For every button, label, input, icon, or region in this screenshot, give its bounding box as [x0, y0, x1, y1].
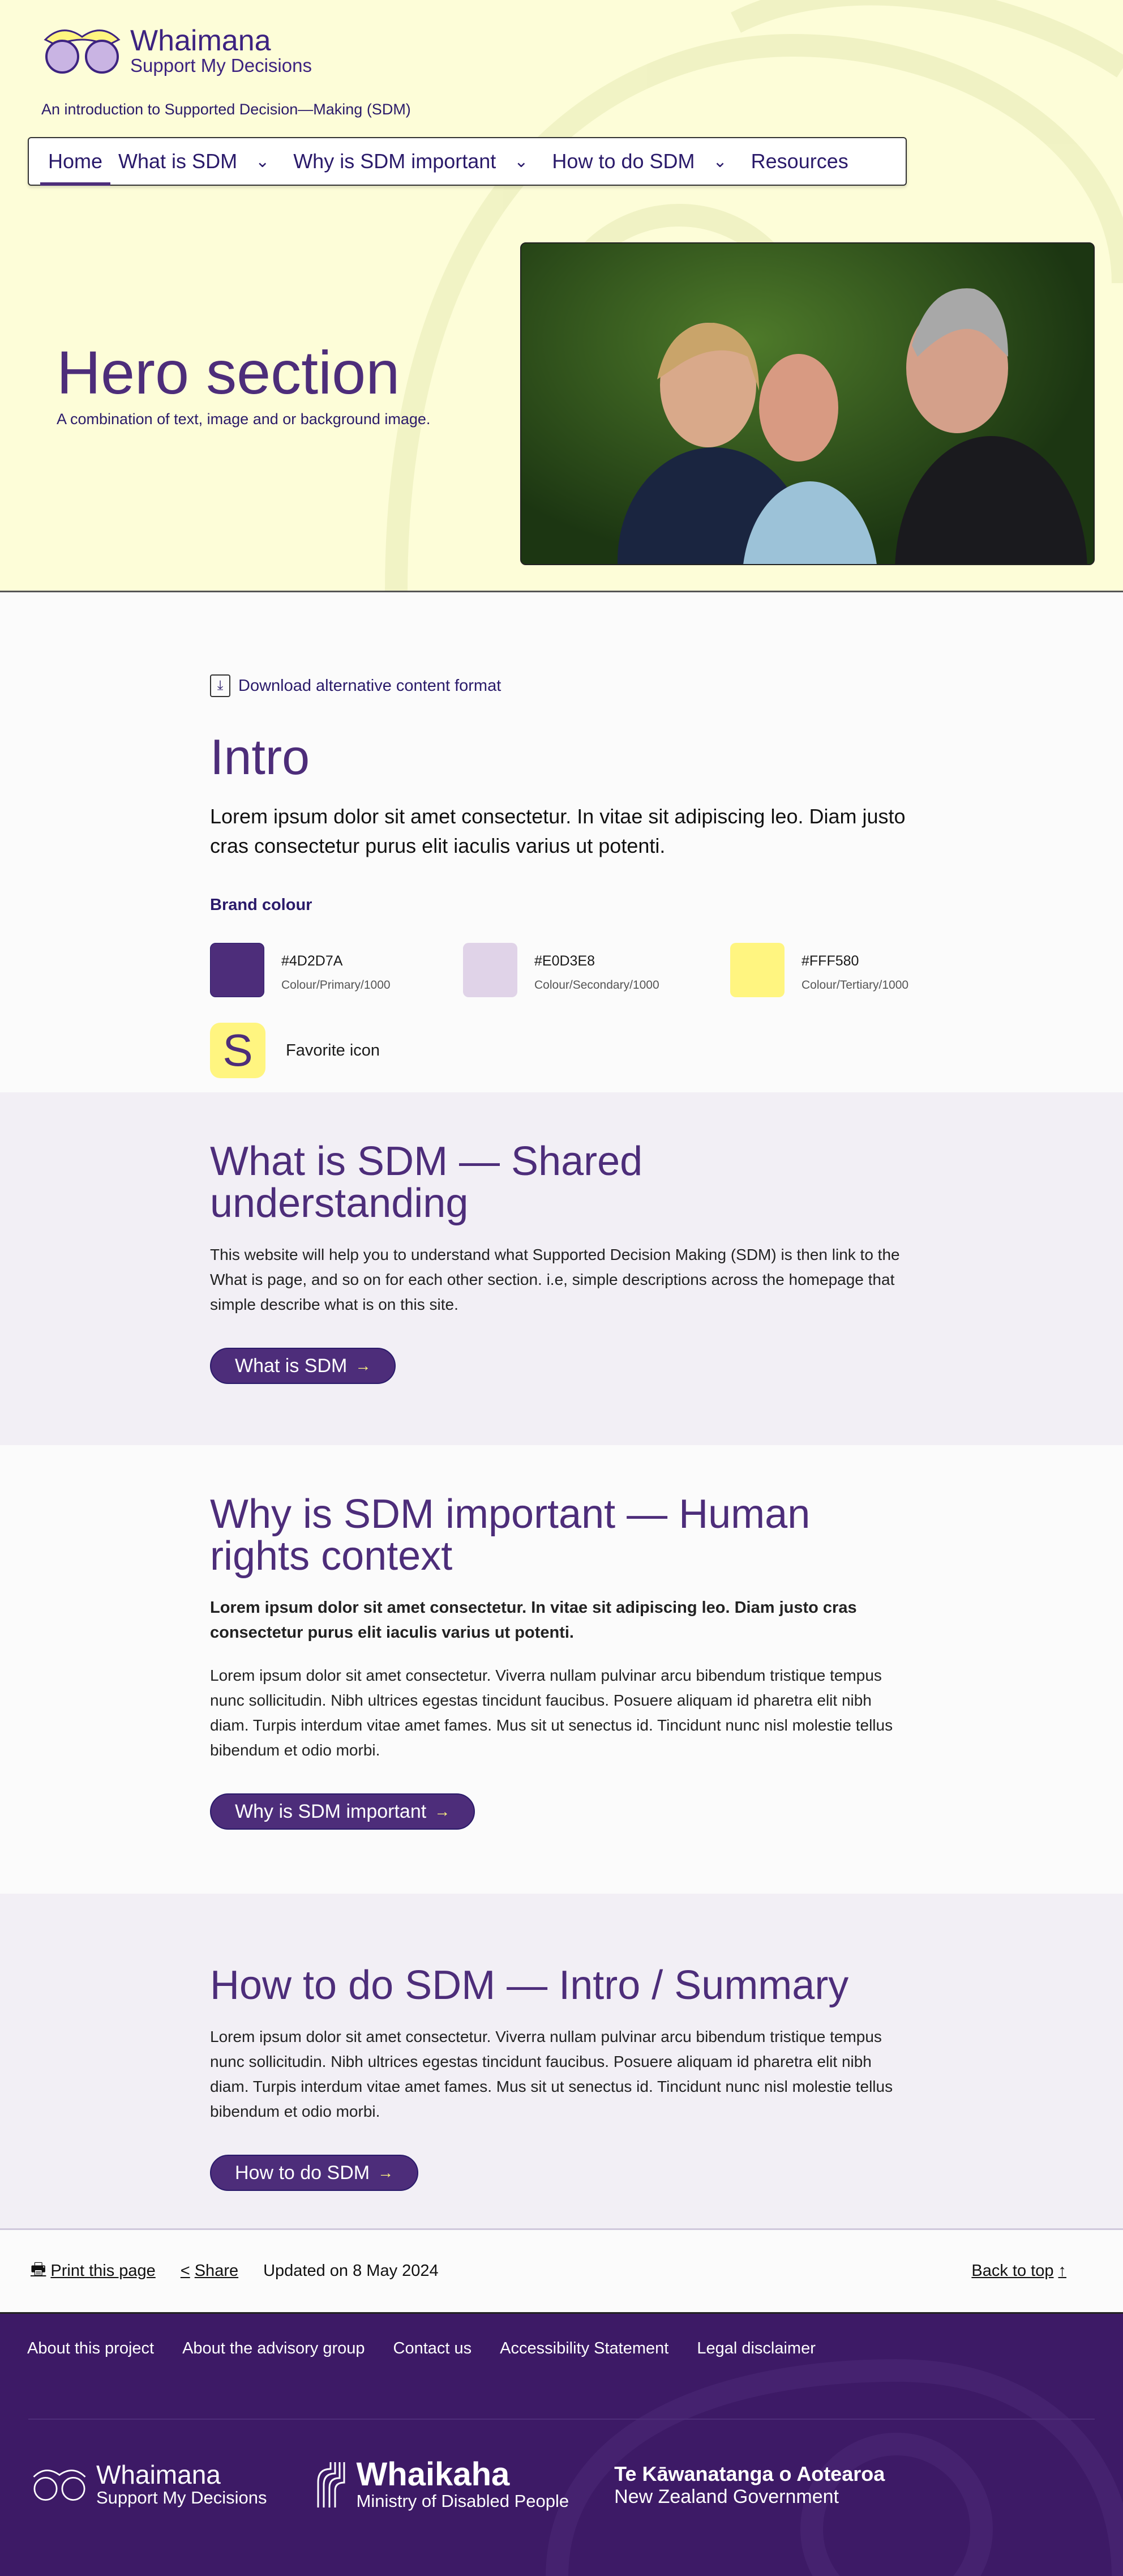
swatch-token: Colour/Secondary/1000	[534, 979, 659, 992]
gov-title: Te Kāwanatanga o Aotearoa	[614, 2462, 885, 2485]
arrow-right-icon: →	[434, 1802, 451, 1820]
footer-logos: Whaimana Support My Decisions Whaikaha Min…	[28, 2458, 885, 2511]
swatch-primary-box	[210, 943, 264, 997]
favicon-sample: S Favorite icon	[210, 1023, 913, 1078]
logo-name: Whaimana	[96, 2460, 221, 2489]
swatch-hex: #E0D3E8	[534, 953, 595, 969]
nav-home[interactable]: Home	[40, 138, 111, 186]
how-sdm-title: How to do SDM — Intro / Summary	[210, 1963, 849, 2008]
footer-link-about-project[interactable]: About this project	[27, 2339, 155, 2357]
intro-section: ⤓ Download alternative content format In…	[0, 592, 1123, 1092]
share-icon: <	[180, 2262, 190, 2280]
whaikaha-logo-icon	[317, 2462, 345, 2507]
site-footer: About this project About the advisory gr…	[0, 2312, 1123, 2576]
share-label: Share	[194, 2262, 239, 2280]
whaikaha-logo[interactable]: Whaikaha Ministry of Disabled People	[312, 2458, 569, 2511]
arrow-right-icon: →	[378, 2164, 394, 2181]
what-is-sdm-text: This website will help you to understand…	[210, 1246, 900, 1313]
brand-colour-label: Brand colour	[210, 896, 312, 914]
nz-government-logo[interactable]: Te Kāwanatanga o Aotearoa New Zealand Go…	[614, 2462, 885, 2508]
footer-pattern	[546, 2359, 1123, 2576]
swatch-hex: #4D2D7A	[281, 953, 343, 969]
nav-how-to-do-sdm[interactable]: How to do SDM	[552, 149, 695, 173]
why-sdm-text: Lorem ipsum dolor sit amet consectetur. …	[210, 1667, 893, 1759]
print-label: Print this page	[50, 2262, 156, 2280]
intro-title: Intro	[210, 729, 310, 785]
family-photo	[618, 288, 1087, 564]
favicon-label: Favorite icon	[286, 1041, 380, 1060]
main-nav: Home What is SDM ⌄ Why is SDM important …	[28, 137, 907, 186]
whaimana-logo-icon	[33, 2470, 86, 2501]
swatch-tertiary: #FFF580 Colour/Tertiary/1000	[730, 943, 908, 997]
download-alternative-link[interactable]: ⤓ Download alternative content format	[210, 674, 913, 697]
footer-link-advisory-group[interactable]: About the advisory group	[182, 2339, 365, 2357]
brand-swatches: #4D2D7A Colour/Primary/1000 #E0D3E8 Colour…	[210, 943, 913, 997]
whaimana-footer-logo[interactable]: Whaimana Support My Decisions	[28, 2462, 267, 2508]
why-sdm-title: Why is SDM important — Human rights cont…	[210, 1492, 811, 1579]
site-tagline: An introduction to Supported Decision—Ma…	[41, 101, 411, 118]
chevron-down-icon[interactable]: ⌄	[514, 152, 529, 171]
what-is-sdm-button[interactable]: What is SDM →	[210, 1348, 396, 1384]
arrow-right-icon: →	[355, 1357, 371, 1374]
footer-link-contact[interactable]: Contact us	[393, 2339, 472, 2357]
button-label: How to do SDM	[235, 2161, 370, 2184]
arrow-up-icon: ↑	[1058, 2262, 1067, 2280]
nav-what-is-sdm[interactable]: What is SDM	[118, 149, 238, 173]
swatch-secondary: #E0D3E8 Colour/Secondary/1000	[463, 943, 730, 997]
download-icon: ⤓	[210, 674, 230, 697]
how-to-do-sdm-section: How to do SDM — Intro / Summary Lorem ip…	[0, 1894, 1123, 2228]
hero-title: Hero section	[57, 338, 400, 407]
gov-subtitle: New Zealand Government	[614, 2485, 839, 2507]
footer-link-accessibility[interactable]: Accessibility Statement	[500, 2339, 669, 2357]
what-is-sdm-section: What is SDM — Shared understanding This …	[0, 1092, 1123, 1445]
logo-subtitle: Ministry of Disabled People	[356, 2491, 569, 2511]
favicon-icon: S	[210, 1023, 265, 1078]
footer-divider	[28, 2419, 1095, 2420]
swatch-token: Colour/Tertiary/1000	[801, 979, 909, 992]
what-is-sdm-title: What is SDM — Shared understanding	[210, 1139, 643, 1226]
footer-link-legal[interactable]: Legal disclaimer	[697, 2339, 816, 2357]
nav-why-is-sdm-important[interactable]: Why is SDM important	[293, 149, 496, 173]
how-sdm-text: Lorem ipsum dolor sit amet consectetur. …	[210, 2028, 893, 2120]
logo-subtitle: Support My Decisions	[130, 54, 312, 76]
back-to-top-label: Back to top	[971, 2262, 1054, 2280]
nav-resources[interactable]: Resources	[751, 149, 848, 173]
printer-icon: 🖶	[31, 2260, 46, 2278]
hero-image	[520, 242, 1095, 565]
intro-lead: Lorem ipsum dolor sit amet consectetur. …	[210, 805, 906, 857]
why-sdm-important-section: Why is SDM important — Human rights cont…	[0, 1445, 1123, 1894]
back-to-top-link[interactable]: Back to top ↑	[971, 2262, 1066, 2280]
hero-subtitle: A combination of text, image and or back…	[57, 411, 431, 428]
button-label: What is SDM	[235, 1355, 348, 1377]
logo-name: Whaimana	[130, 24, 271, 57]
page-utility-bar: 🖶 Print this page < Share Updated on 8 May…	[0, 2228, 1123, 2312]
hero-header: Whaimana Support My Decisions An introdu…	[0, 0, 1123, 592]
button-label: Why is SDM important	[235, 1800, 427, 1822]
share-link[interactable]: < Share	[181, 2262, 238, 2280]
swatch-hex: #FFF580	[801, 953, 859, 969]
logo-subtitle: Support My Decisions	[96, 2488, 267, 2507]
why-sdm-bold-text: Lorem ipsum dolor sit amet consectetur. …	[210, 1599, 857, 1642]
print-page-link[interactable]: 🖶 Print this page	[31, 2257, 156, 2285]
footer-links: About this project About the advisory gr…	[27, 2339, 816, 2358]
logo-name: Whaikaha	[356, 2456, 510, 2493]
updated-date: Updated on 8 May 2024	[263, 2262, 439, 2280]
swatch-secondary-box	[463, 943, 517, 997]
swatch-tertiary-box	[730, 943, 785, 997]
site-logo[interactable]: Whaimana Support My Decisions	[40, 23, 312, 79]
whaimana-logo-icon	[44, 29, 121, 74]
how-sdm-button[interactable]: How to do SDM →	[210, 2155, 419, 2191]
why-sdm-button[interactable]: Why is SDM important →	[210, 1793, 475, 1830]
chevron-down-icon[interactable]: ⌄	[255, 152, 270, 171]
download-label: Download alternative content format	[238, 676, 502, 695]
swatch-token: Colour/Primary/1000	[281, 979, 391, 992]
swatch-primary: #4D2D7A Colour/Primary/1000	[210, 943, 463, 997]
chevron-down-icon[interactable]: ⌄	[713, 152, 727, 171]
